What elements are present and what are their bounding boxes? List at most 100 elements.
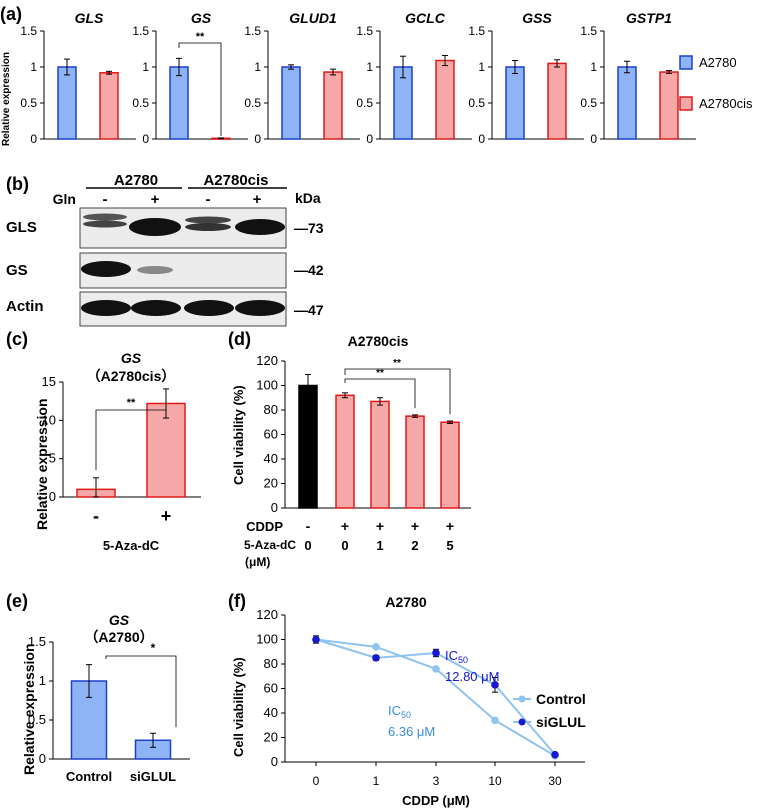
- panel-c-sig-bracket: [95, 409, 167, 470]
- panel-e-sig-label: *: [151, 641, 156, 655]
- panel-a-gls-bar-a2780: [57, 66, 77, 140]
- panel-a-gss-ytick-label-1: 0.5: [468, 96, 485, 110]
- panel-a-gs-sig-label: **: [196, 31, 205, 43]
- legend-swatch-a2780cis: [679, 96, 693, 111]
- panel-a-gclc-ytick-label-1: 0.5: [356, 96, 373, 110]
- panel-a-glud1-ytick-label-3: 1.5: [244, 24, 261, 38]
- panel-d-bar-3: [405, 415, 425, 509]
- panel-f-siglul-point-2: [432, 649, 440, 657]
- panel-f-ytick-label-4: 80: [264, 656, 278, 671]
- panel-label-d: (d): [228, 329, 251, 349]
- panel-d-bar-4: [440, 421, 460, 509]
- panel-d-cddp-sign-0: -: [306, 518, 311, 534]
- panel-a-gstp1-ytick-label-3: 1.5: [580, 24, 597, 38]
- panel-d-sig-label-1: **: [376, 368, 384, 379]
- band-actin-lane1: [81, 300, 131, 316]
- panel-label-f: (f): [228, 591, 246, 611]
- panel-d-ylabel: Cell viability (%): [231, 385, 246, 485]
- panel-f-siglul-point-0: [312, 635, 320, 644]
- panel-d-unit-label: (μM): [245, 555, 270, 569]
- ic50-control-sub: 50: [401, 710, 411, 720]
- band-gls-lane1b: [83, 220, 127, 228]
- panel-c-title-gene: GS: [121, 350, 142, 366]
- band-gls-lane3a: [185, 216, 231, 224]
- panel-a-gls-ytick-label-0: 0: [30, 132, 37, 146]
- band-gls-lane4: [235, 219, 285, 235]
- panel-d-chart: 0 20 40 60 80 100 120 - 0 +0 +1 +2 +5 Cell viability …: [231, 353, 471, 553]
- panel-a-gls-ytick-label-1: 0.5: [20, 96, 37, 110]
- panel-f-ic50-siglul-label: IC50: [445, 648, 468, 665]
- panel-label-a: (a): [0, 4, 22, 24]
- panel-c-ytick-label-0: 0: [49, 489, 56, 504]
- panel-f-ytick-label-3: 60: [264, 681, 278, 696]
- panel-a-glud1-title: GLUD1: [289, 10, 337, 26]
- panel-a-gss-bar-a2780cis: [547, 62, 567, 140]
- panel-d-bar-1: [335, 394, 355, 509]
- panel-d-ytick-label-5: 100: [256, 378, 278, 393]
- panel-f-ic50-control-label: IC50: [388, 703, 411, 720]
- panel-f-ytick-label-1: 20: [264, 730, 278, 745]
- panel-d-cddp-label: CDDP: [246, 519, 283, 534]
- panel-a-gclc-ytick-label-3: 1.5: [356, 24, 373, 38]
- blot-lane-sign-3: -: [206, 191, 211, 208]
- panel-a-glud1-bar-a2780cis: [323, 71, 343, 140]
- panel-f-legend: Control siGLUL: [513, 691, 586, 730]
- panel-a-glud1-ytick-label-2: 1: [254, 60, 261, 74]
- panel-c-ytick-label-3: 15: [42, 374, 56, 389]
- panel-f-title: A2780: [385, 594, 426, 610]
- panel-e-xtick-0: Control: [66, 769, 112, 784]
- band-gls-lane2: [129, 218, 181, 236]
- blot-kda-gs: —42: [294, 262, 324, 278]
- panel-f-xlabel: CDDP (μM): [402, 793, 470, 808]
- panel-a-gstp1-bar-a2780cis: [659, 71, 679, 140]
- ic50-siglul-ic: IC: [445, 648, 458, 663]
- panel-a-gs-title: GS: [191, 10, 212, 26]
- panel-a-gs-ytick-label-1: 0.5: [132, 96, 149, 110]
- panel-e-ytick-label-0: 0: [39, 751, 46, 766]
- panel-a-glud1-ytick-label-1: 0.5: [244, 96, 261, 110]
- legend-label-a2780cis: A2780cis: [699, 96, 753, 111]
- panel-d-ytick-label-4: 80: [264, 402, 278, 417]
- panel-a-gss-bar-a2780: [505, 66, 525, 140]
- panel-a-gs-ytick-label-3: 1.5: [132, 24, 149, 38]
- blot-lane-sign-1: -: [103, 191, 108, 208]
- panel-f-xtick-label-4: 30: [548, 774, 562, 788]
- panel-e-chart: 0 0.5 1 1.5 Control siGLUL Relative expression…: [21, 634, 190, 784]
- panel-b-western-blot: A2780 A2780cis Gln - + - + kDa GLS —73 G…: [6, 172, 324, 327]
- panel-a-gs-sig-bracket: [178, 42, 222, 136]
- panel-a-gs-ytick-label-0: 0: [142, 132, 149, 146]
- panel-a-glud1-bar-a2780: [281, 66, 301, 140]
- panel-c-ytick-label-2: 10: [42, 412, 56, 427]
- panel-d-sig-label-2: **: [393, 358, 401, 369]
- panel-f-ytick-label-2: 40: [264, 705, 278, 720]
- panel-a-gs-bar-a2780: [169, 66, 189, 140]
- panel-a-gclc-title: GCLC: [405, 10, 446, 26]
- panel-f-ic50-control-value: 6.36 μM: [388, 724, 435, 739]
- panel-c-chart: 0 5 10 15 - +5-Aza-dC Relative expression **: [34, 374, 201, 553]
- panel-d-sig-bracket-1: [344, 378, 416, 409]
- panel-d-ytick-label-0: 0: [271, 500, 278, 515]
- panel-a-glud1-ytick-label-0: 0: [254, 132, 261, 146]
- panel-label-c: (c): [6, 329, 28, 349]
- panel-d-bar-2: [370, 400, 390, 509]
- panel-c-ytick-label-1: 5: [49, 451, 56, 466]
- band-actin-lane4: [235, 300, 285, 316]
- panel-e-ylabel: Relative expression: [21, 643, 37, 775]
- panel-c-xlabel: 5-Aza-dC: [103, 538, 160, 553]
- panel-a-gclc-ytick-label-0: 0: [366, 132, 373, 146]
- panel-a-gstp1-ytick-label-0: 0: [590, 132, 597, 146]
- panel-a-gs-ytick-label-2: 1: [142, 60, 149, 74]
- panel-f-xtick-label-2: 3: [433, 774, 440, 788]
- panel-a-gstp1-ytick-label-1: 0.5: [580, 96, 597, 110]
- panel-a-gstp1-ytick-label-2: 1: [590, 60, 597, 74]
- band-gs-lane1: [81, 261, 131, 277]
- legend-marker-siglul: [518, 718, 526, 726]
- panel-e-sig-bracket: [105, 655, 177, 728]
- panel-c-title-line: （A2780cis）: [87, 368, 176, 384]
- panel-a-gls-bar-a2780cis: [99, 72, 119, 140]
- band-gs-lane2: [137, 266, 173, 274]
- blot-lane-sign-2: +: [151, 191, 160, 208]
- blot-row-label-actin: Actin: [6, 298, 44, 315]
- panel-e-xtick-1: siGLUL: [130, 769, 176, 784]
- blot-row-label-gs: GS: [6, 262, 28, 279]
